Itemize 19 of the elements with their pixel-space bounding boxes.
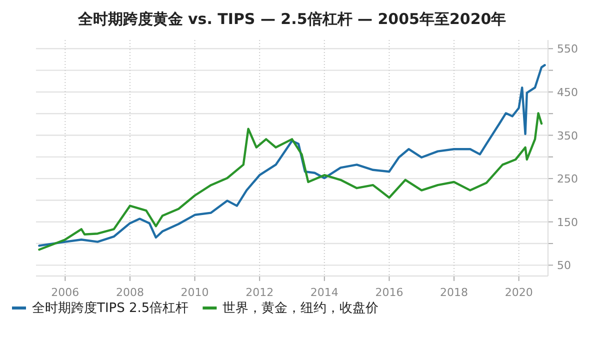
y-tick-label: 50 [557,259,571,272]
y-tick-label: 250 [557,172,578,186]
x-tick-label: 2020 [504,286,533,299]
y-tick-label: 150 [557,216,578,229]
x-tick-label: 2014 [310,286,338,299]
legend-label: 全时期跨度TIPS 2.5倍杠杆 [32,300,189,316]
line-series [38,112,543,251]
y-tick-label: 550 [557,42,578,56]
x-tick-label: 2006 [51,286,80,299]
x-tick-label: 2018 [440,286,468,299]
x-tick-label: 2008 [116,286,144,299]
y-tick-label: 450 [557,86,578,99]
chart-title: 全时期跨度黄金 vs. TIPS — 2.5倍杠杆 — 2005年至2020年 [76,10,506,28]
x-tick-label: 2010 [180,286,209,299]
y-tick-label: 350 [557,129,578,142]
x-tick-label: 2012 [246,286,274,299]
legend-label: 世界，黄金，纽约，收盘价 [222,301,379,316]
line-series [38,64,546,247]
x-tick-label: 2016 [375,286,404,299]
